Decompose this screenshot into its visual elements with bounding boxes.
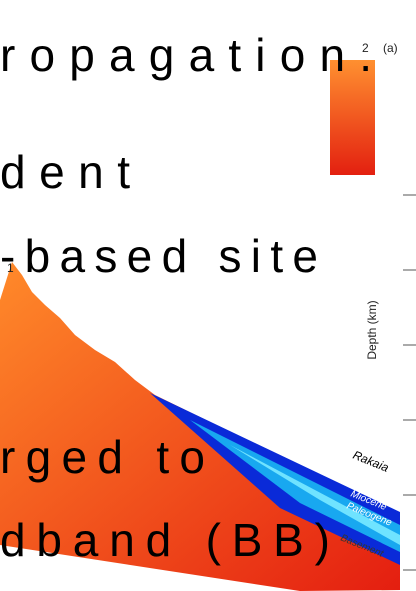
slide-line: ropagation.: [0, 29, 372, 81]
slide: Depth (km) (a) Rakaia Quaternary Pliocen…: [0, 0, 416, 591]
depth-axis: [403, 195, 416, 570]
axis-label: Depth (km): [365, 300, 379, 359]
panel-label: (a): [383, 41, 398, 55]
slide-line: dent: [0, 146, 130, 198]
slide-line: dband (BB): [0, 514, 330, 566]
slide-line: -based site: [0, 230, 318, 282]
